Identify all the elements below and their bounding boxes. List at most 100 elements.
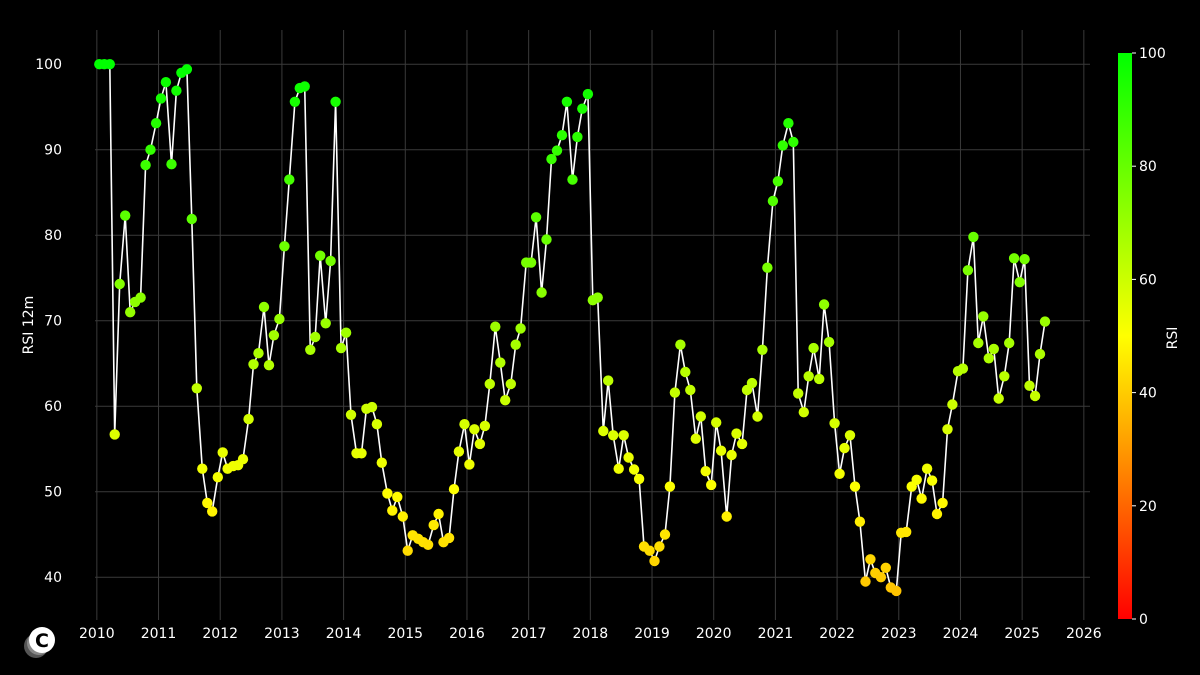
data-point <box>530 212 542 223</box>
data-point <box>700 466 711 477</box>
data-point <box>788 136 799 148</box>
data-point <box>978 311 989 322</box>
data-point <box>1034 348 1046 360</box>
x-tick-label: 2016 <box>449 626 485 642</box>
data-point <box>860 576 871 587</box>
data-point <box>289 96 301 108</box>
data-point <box>469 424 480 435</box>
y-tick-label: 70 <box>44 314 62 330</box>
data-point <box>814 373 825 385</box>
data-point <box>500 395 511 406</box>
logo-icon: C <box>24 627 55 658</box>
data-point <box>777 140 788 151</box>
data-point <box>1004 337 1015 349</box>
data-point <box>490 321 501 332</box>
data-point <box>865 554 876 565</box>
data-point <box>135 292 146 303</box>
data-point <box>237 454 249 465</box>
data-point <box>422 539 434 550</box>
data-point <box>284 174 295 185</box>
data-point <box>633 473 645 485</box>
data-point <box>808 342 819 354</box>
data-point <box>325 255 336 267</box>
data-point <box>382 488 393 499</box>
data-point <box>572 131 583 143</box>
data-point <box>664 481 676 492</box>
data-point <box>315 250 326 261</box>
data-point <box>834 468 845 479</box>
data-point <box>145 144 156 155</box>
data-point <box>299 81 310 92</box>
x-tick-label: 2011 <box>141 626 177 642</box>
data-point <box>715 445 727 456</box>
x-tick-label: 2023 <box>881 626 917 642</box>
data-point <box>968 231 979 243</box>
data-point <box>680 366 691 378</box>
data-point <box>155 93 167 104</box>
data-point <box>875 572 887 583</box>
data-point <box>428 519 439 531</box>
data-point <box>330 96 341 108</box>
colorbar <box>1118 53 1132 619</box>
data-point <box>459 419 470 430</box>
data-point <box>731 428 742 439</box>
data-point <box>608 430 619 441</box>
data-point <box>937 497 948 509</box>
data-point <box>767 195 779 207</box>
data-point <box>957 363 969 374</box>
x-tick-label: 2025 <box>1004 626 1040 642</box>
colorbar-tick-label: 80 <box>1139 159 1157 175</box>
data-point <box>618 430 629 441</box>
data-point <box>669 387 681 398</box>
data-point <box>1039 316 1051 327</box>
data-point <box>911 474 922 485</box>
data-point <box>1008 253 1020 264</box>
y-tick-label: 80 <box>44 228 62 244</box>
data-point <box>274 313 285 325</box>
data-point <box>762 262 773 273</box>
data-points <box>94 58 1051 597</box>
data-point <box>561 96 573 108</box>
data-point <box>659 529 671 540</box>
data-point <box>844 430 856 441</box>
data-point <box>541 234 552 245</box>
data-point <box>798 407 809 418</box>
data-point <box>202 497 213 509</box>
x-tick-label: 2017 <box>511 626 547 642</box>
data-point <box>392 491 403 503</box>
data-point <box>258 301 270 313</box>
x-tick-label: 2021 <box>758 626 794 642</box>
data-point <box>120 210 131 221</box>
x-tick-label: 2013 <box>264 626 300 642</box>
data-point <box>474 438 486 450</box>
data-point <box>916 493 927 504</box>
data-point <box>505 378 516 390</box>
data-point <box>484 378 495 390</box>
data-point <box>706 479 717 491</box>
data-point <box>510 339 521 350</box>
data-point <box>675 339 686 350</box>
data-point <box>125 307 136 318</box>
logo-letter: C <box>35 630 49 652</box>
data-point <box>983 353 994 364</box>
data-point <box>823 336 835 348</box>
data-point <box>736 438 748 450</box>
x-tick-label: 2018 <box>573 626 609 642</box>
data-point <box>649 555 660 567</box>
data-point <box>582 88 594 100</box>
data-point <box>793 388 804 399</box>
data-point <box>849 481 861 492</box>
x-tick-label: 2019 <box>634 626 670 642</box>
data-point <box>248 359 259 370</box>
colorbar-tick-label: 60 <box>1139 272 1157 288</box>
data-point <box>546 153 557 165</box>
y-axis-label: RSI 12m <box>21 296 37 355</box>
data-point <box>752 411 763 422</box>
data-point <box>746 377 758 389</box>
data-point <box>340 327 352 338</box>
x-tick-label: 2014 <box>326 626 362 642</box>
data-point <box>931 508 943 520</box>
data-point <box>1024 380 1035 391</box>
data-point <box>397 511 408 522</box>
data-point <box>603 375 614 386</box>
